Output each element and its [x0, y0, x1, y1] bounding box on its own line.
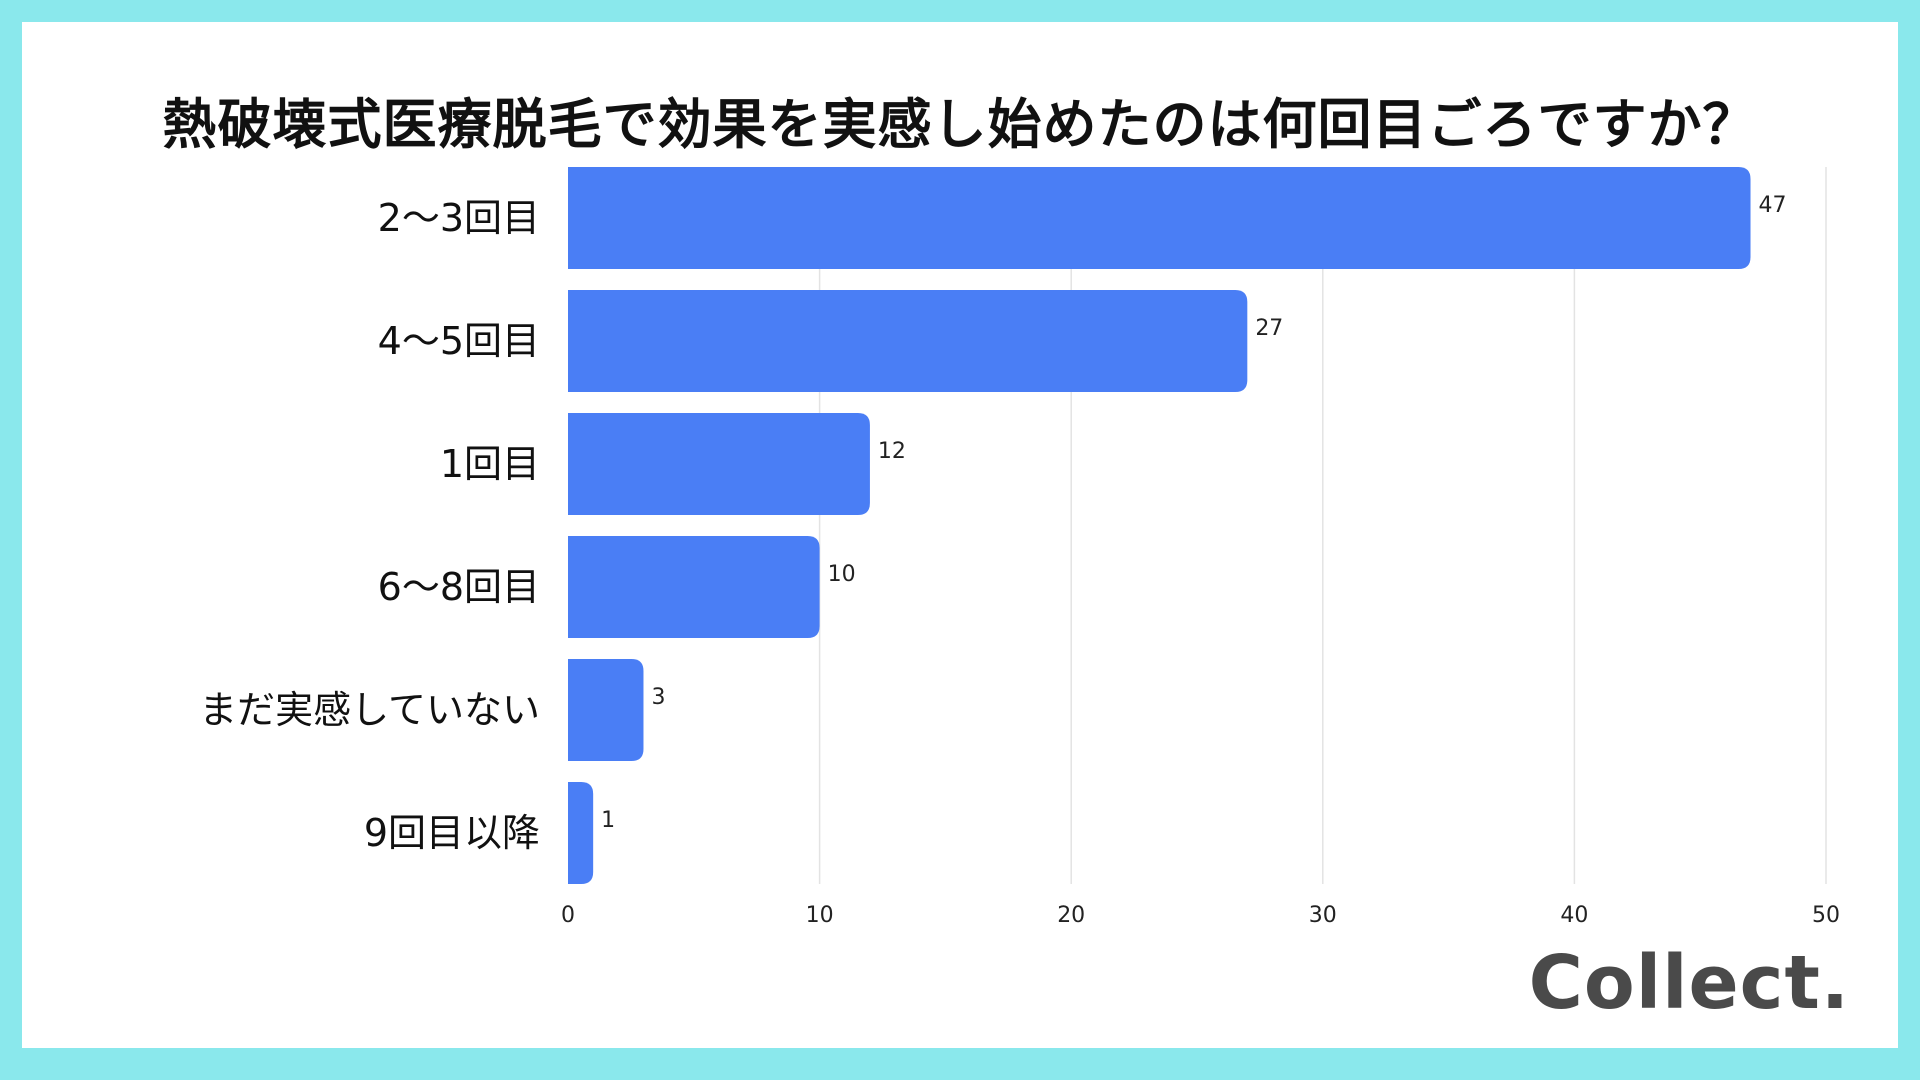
value-label: 12 — [878, 439, 906, 464]
bar — [568, 659, 644, 761]
x-tick-label: 0 — [561, 903, 575, 928]
value-label: 27 — [1255, 316, 1283, 341]
chart-title: 熱破壊式医療脱毛で効果を実感し始めたのは何回目ごろですか？ — [162, 93, 1758, 156]
bar — [568, 782, 594, 884]
category-label: 9回目以降 — [364, 811, 540, 855]
bar — [568, 536, 820, 638]
x-tick-label: 20 — [1057, 903, 1085, 928]
x-tick-label: 30 — [1309, 903, 1337, 928]
value-label: 1 — [601, 808, 615, 833]
category-label: 2〜3回目 — [378, 196, 540, 240]
chart-card: 熱破壊式医療脱毛で効果を実感し始めたのは何回目ごろですか？ 0 10 20 30 40 5… — [22, 22, 1898, 1048]
bar-chart: 0 10 20 30 40 50 2〜3回目 47 4〜5回目 27 1回目 12 6〜8回目 10 まだ実… — [199, 167, 1840, 928]
value-label: 10 — [828, 562, 856, 587]
x-tick-label: 50 — [1812, 903, 1840, 928]
value-label: 3 — [651, 685, 665, 710]
category-label: まだ実感していない — [199, 688, 540, 732]
category-label: 6〜8回目 — [378, 565, 540, 609]
bar — [568, 290, 1248, 392]
x-tick-label: 10 — [806, 903, 834, 928]
x-tick-label: 40 — [1560, 903, 1588, 928]
value-label: 47 — [1759, 193, 1787, 218]
category-label: 1回目 — [440, 442, 540, 486]
bar — [568, 413, 870, 515]
bar — [568, 167, 1751, 269]
category-label: 4〜5回目 — [378, 319, 540, 363]
brand-logo: Collect. — [1528, 940, 1850, 1026]
